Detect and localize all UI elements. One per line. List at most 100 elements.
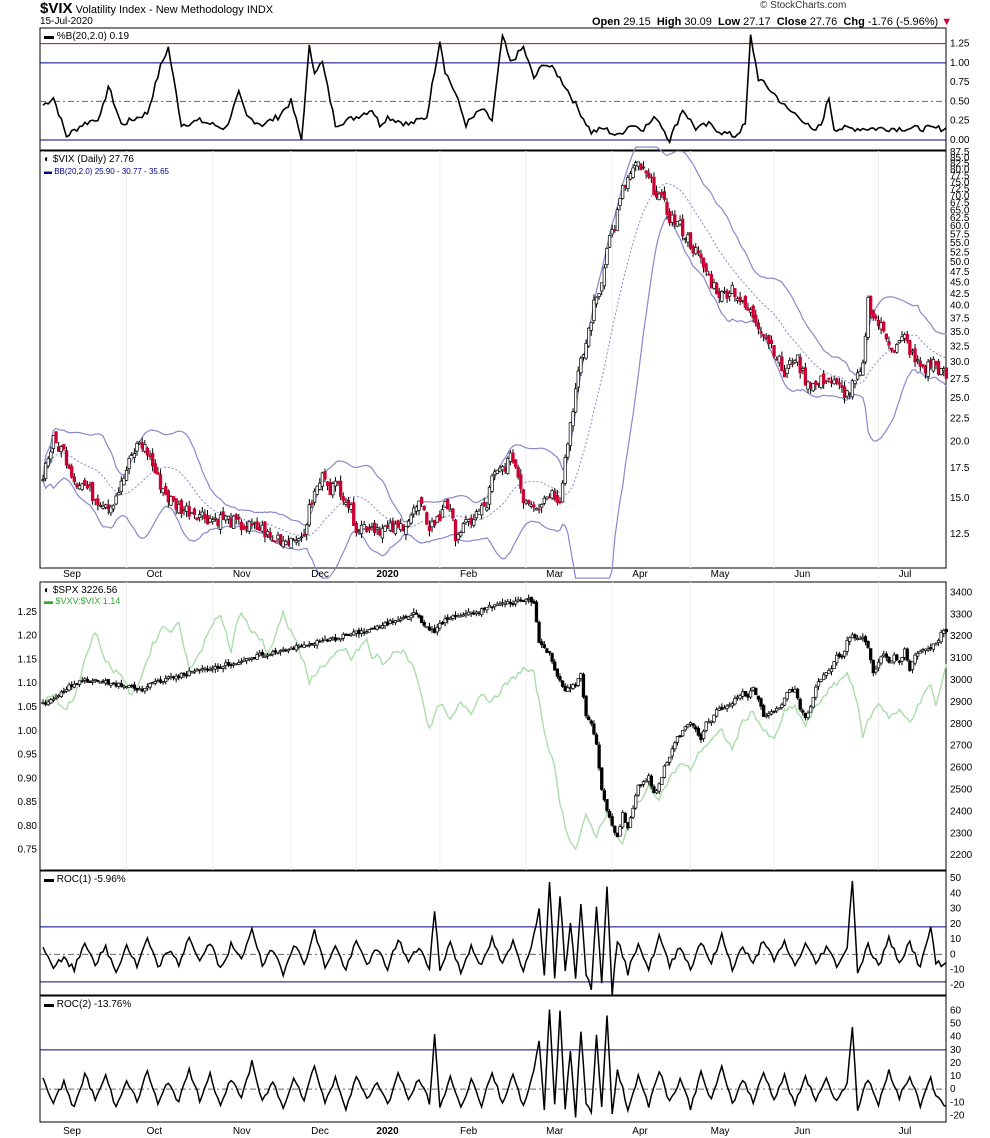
spx-candle-body (359, 630, 364, 634)
spx-candle-body (289, 647, 293, 650)
vix-candle-body (699, 253, 703, 259)
spx-candle-body (443, 618, 447, 624)
vix-candle-body (926, 361, 930, 377)
vix-candle-body (707, 273, 711, 276)
spx-candle-body (806, 712, 810, 718)
spx-candle-body (829, 668, 834, 673)
spx-candle-body (412, 612, 416, 615)
spx-candle-body (573, 684, 578, 687)
spx-candle-body (761, 705, 766, 717)
vix-candle-body (754, 314, 758, 323)
y-tick-label: 40 (950, 1032, 962, 1043)
spx-candle-body (628, 817, 633, 828)
spx-candle-body (231, 663, 236, 666)
vix-candle-body (691, 245, 695, 254)
vix-candle-body (354, 522, 358, 534)
vix-candle-body (104, 504, 108, 508)
spx-candle-body (827, 670, 831, 674)
vix-candle-body (929, 359, 933, 368)
spx-candle-body (900, 657, 904, 662)
spx-candle-body (725, 705, 729, 709)
spx-candle-body (367, 629, 372, 633)
vix-candle-body (594, 296, 599, 305)
y-tick-label: -10 (950, 965, 965, 976)
vix-candle-body (694, 247, 698, 255)
y-tick-label: -10 (950, 1097, 965, 1108)
spx-candle-body (203, 667, 207, 670)
spx-candle-body (751, 686, 755, 691)
spx-candle-body (472, 612, 476, 615)
vix-candle-body (618, 198, 622, 207)
vix-candle-body (735, 298, 740, 301)
spx-candle-body (93, 679, 97, 681)
y-tick-label: 0.50 (950, 96, 970, 107)
vix-candle-body (278, 534, 283, 545)
spx-candle-body (592, 723, 596, 735)
y-tick-label-left: 0.95 (18, 750, 38, 761)
spx-candle-body (895, 654, 899, 661)
spx-candle-body (916, 653, 920, 657)
vix-candle-body (764, 336, 768, 339)
vix-candle-body (80, 483, 84, 490)
spx-candle-body (260, 652, 264, 656)
y-tick-label: 22.5 (950, 414, 970, 425)
vix-candle-body (323, 471, 327, 480)
spx-candle-body (41, 701, 45, 704)
spx-candle-body (780, 704, 784, 708)
vix-candle-body (469, 517, 473, 525)
vix-candle-body (748, 309, 753, 313)
vix-candle-body (728, 292, 732, 297)
panel-frame (39, 27, 947, 151)
spx-candle-body (354, 630, 358, 634)
panel-legend: ▬ ROC(1) -5.96% (44, 874, 126, 885)
vix-candle-body (631, 167, 635, 178)
spx-candle-body (114, 683, 118, 687)
vix-candle-body (540, 504, 544, 508)
vix-candle-body (419, 497, 424, 504)
spx-candle-body (649, 775, 654, 787)
spx-candle-body (346, 634, 351, 637)
spx-candle-body (717, 707, 721, 711)
vix-candle-body (788, 359, 792, 365)
spx-candle-body (602, 790, 607, 801)
vix-candle-body (265, 531, 270, 536)
vix-candle-body (409, 514, 413, 524)
vix-candle-body (592, 299, 596, 322)
vix-candle-body (660, 192, 664, 195)
vix-candle-body (832, 379, 836, 385)
vix-candle-body (858, 371, 862, 376)
y-tick-label: 82.5 (950, 159, 970, 170)
vix-candle-body (263, 521, 267, 538)
spx-candle-body (305, 645, 309, 648)
vix-candle-body (318, 482, 322, 490)
vix-candle-body (939, 367, 943, 376)
vix-candle-body (628, 173, 633, 180)
vix-candle-body (579, 357, 583, 374)
close-label: Close (776, 16, 807, 28)
vix-candle-body (477, 510, 481, 516)
vix-candle-body (422, 505, 426, 511)
spx-candle-body (221, 666, 225, 669)
spx-candle-body (607, 811, 612, 818)
spx-candle-body (769, 711, 774, 715)
spx-candle-body (156, 680, 160, 683)
spx-candle-body (43, 702, 48, 705)
vix-candle-body (550, 490, 554, 499)
panel-frame (39, 150, 947, 569)
vix-candle-body (459, 532, 463, 537)
vix-candle-body (341, 496, 345, 501)
spx-candle-body (117, 682, 121, 687)
spx-candle-body (748, 690, 753, 698)
low-label: Low (718, 16, 741, 28)
vix-candle-body (560, 482, 565, 503)
y-tick-label-left: 0.85 (18, 797, 38, 808)
vix-candle-body (237, 516, 241, 520)
vix-candle-body (90, 482, 95, 501)
spx-candle-body (560, 680, 565, 687)
vix-candle-body (936, 361, 941, 375)
y-tick-label: 57.5 (950, 229, 970, 240)
vix-candle-body (793, 360, 797, 363)
vix-candle-body (338, 480, 343, 497)
spx-candle-body (46, 701, 50, 706)
vix-candle-body (798, 356, 802, 374)
